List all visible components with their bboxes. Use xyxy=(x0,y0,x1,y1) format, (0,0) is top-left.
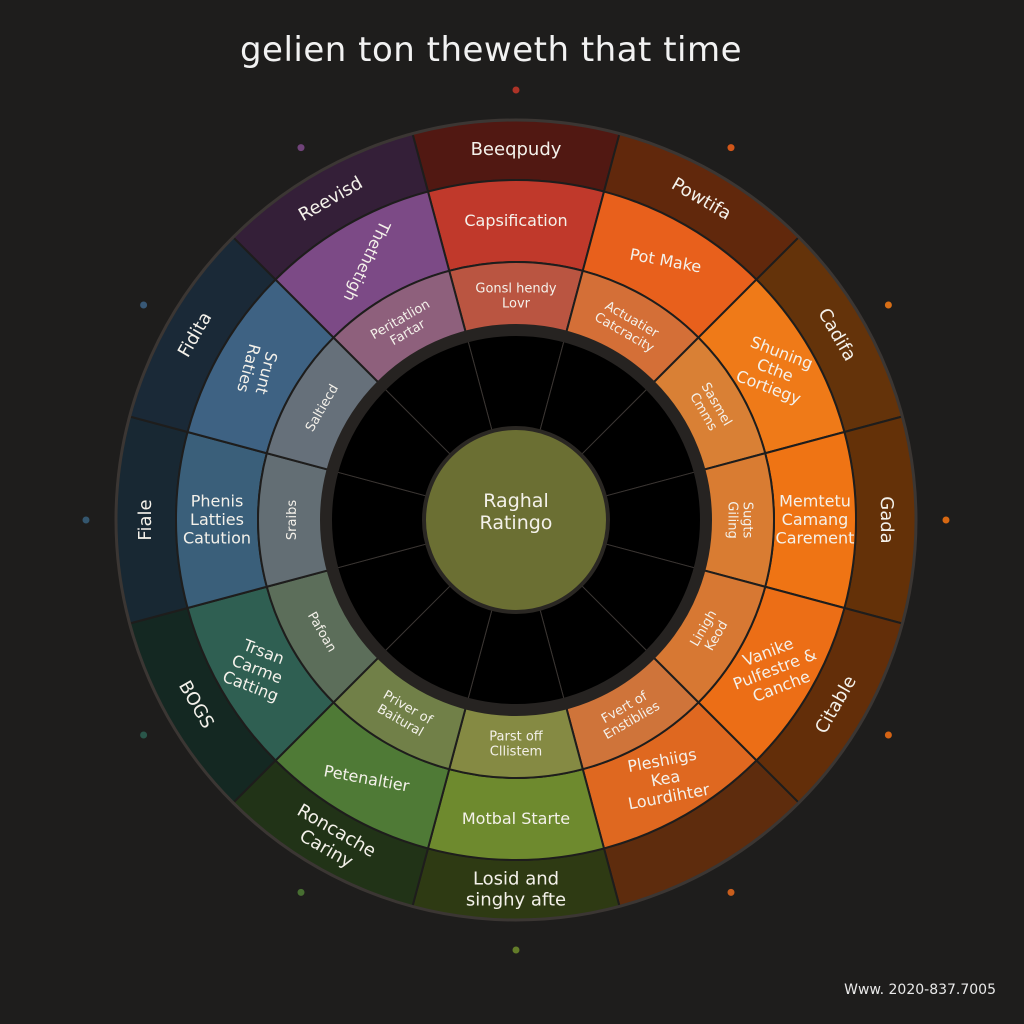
decorative-dots xyxy=(82,86,950,954)
sectors xyxy=(115,119,917,921)
middle-label: TrsanCarmeCatting xyxy=(220,632,294,705)
dot xyxy=(140,301,148,309)
center-label: Raghal Ratingo xyxy=(480,490,553,534)
center-disk xyxy=(422,426,610,614)
dot xyxy=(942,516,950,524)
dot xyxy=(512,86,520,94)
inner-label: Gonsl hendy Lovr xyxy=(475,281,557,311)
dot xyxy=(297,144,305,152)
middle-label: Phenis Latties Catution xyxy=(183,491,251,547)
inner-label: Sraibs xyxy=(285,500,300,540)
dot xyxy=(82,516,90,524)
outer-label: Losid and singhy afte xyxy=(466,869,566,911)
dot xyxy=(140,731,148,739)
dot xyxy=(512,946,520,954)
middle-label: Capsification xyxy=(464,211,567,230)
outer-label: Gada xyxy=(876,496,897,543)
dot xyxy=(884,301,892,309)
middle-label: Motbal Starte xyxy=(462,809,570,828)
divider-ring xyxy=(320,324,712,716)
outer-label: Beeqpudy xyxy=(471,139,562,160)
inner-label: SugtsGiling xyxy=(725,501,755,538)
dot xyxy=(884,731,892,739)
middle-label: Memtetu Camang Carement xyxy=(776,491,855,547)
inner-label: Parst off Cllistem xyxy=(489,729,544,759)
dot xyxy=(727,888,735,896)
dot xyxy=(297,888,305,896)
outer-label: Fiale xyxy=(135,499,156,540)
footer-url: Www. 2020-837.7005 xyxy=(844,982,996,998)
dot xyxy=(727,144,735,152)
outer-rim xyxy=(114,118,918,922)
page-title: gelien ton thewеth that time xyxy=(239,30,743,70)
